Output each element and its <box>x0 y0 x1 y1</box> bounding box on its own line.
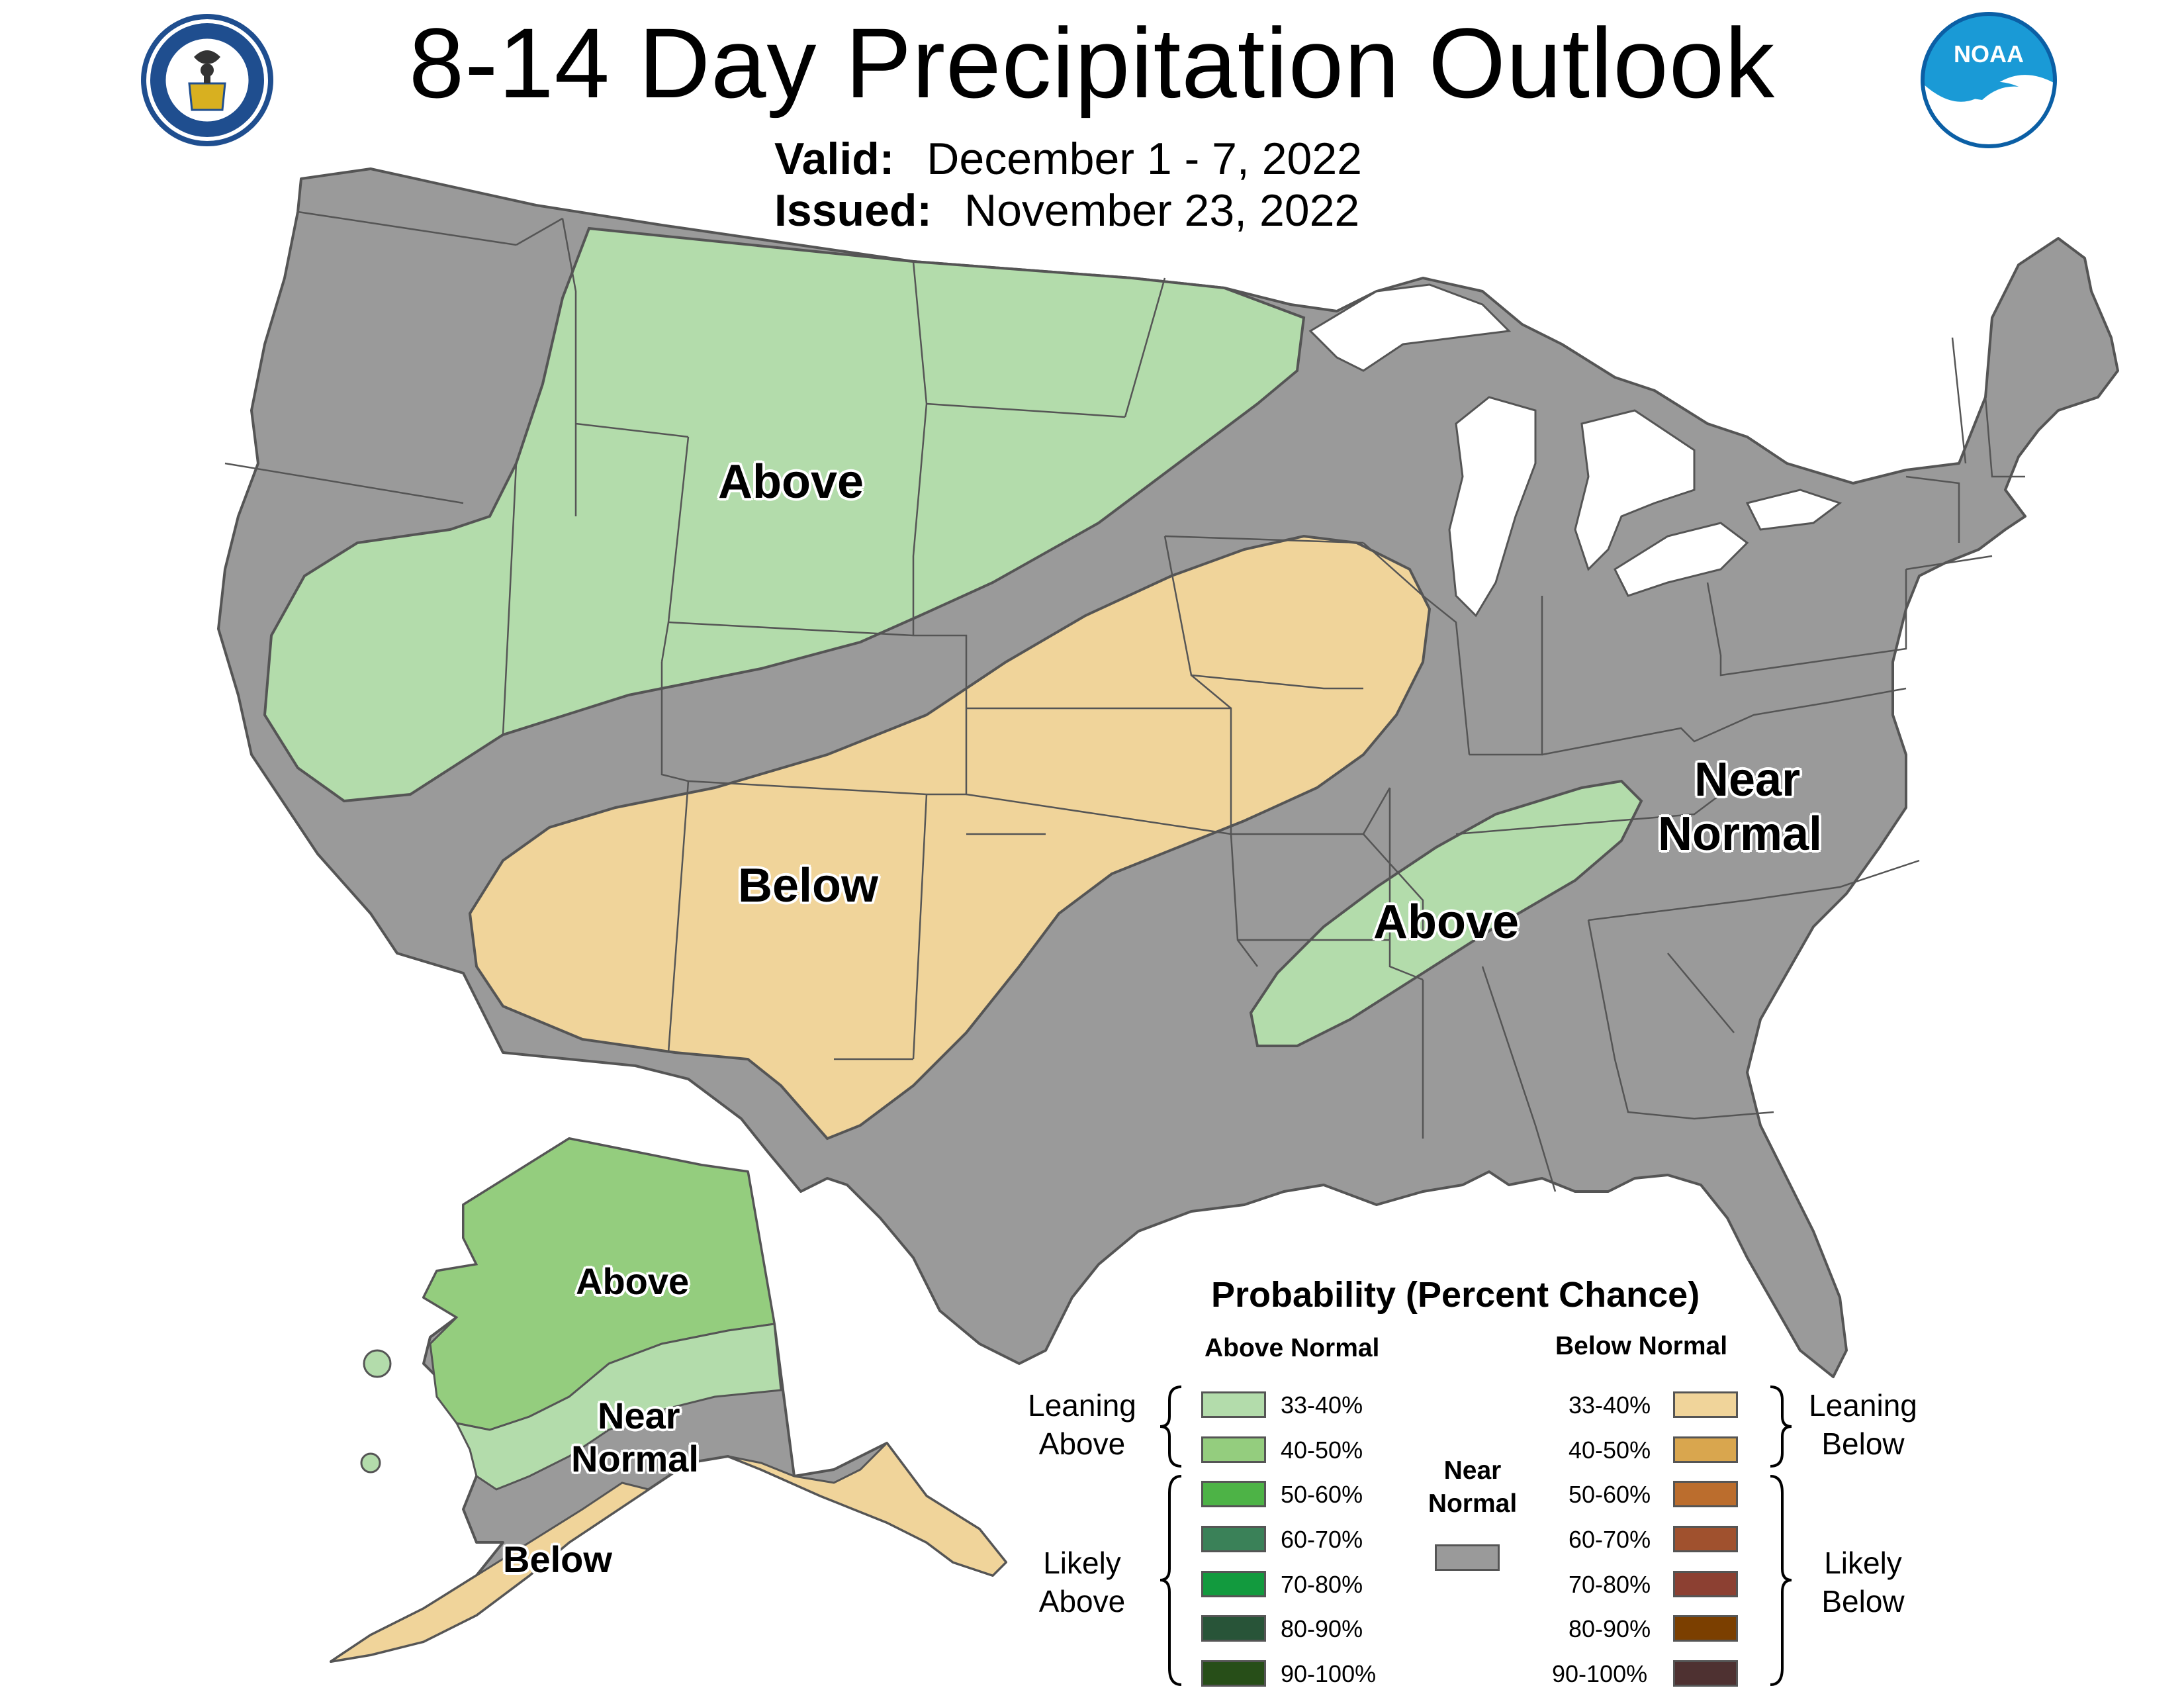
leaning-above-label-2: Above <box>1038 1427 1126 1461</box>
swatch-below-70-80 <box>1673 1571 1738 1597</box>
conus-near-normal-label-2: Normal <box>1658 808 1823 861</box>
leaning-below-brace <box>1770 1385 1792 1468</box>
conus-near-normal-label-1: Near <box>1694 753 1801 806</box>
above-row-label: 80-90% <box>1281 1615 1363 1642</box>
commerce-seal-logo <box>141 14 273 146</box>
page-title: 8-14 Day Precipitation Outlook <box>408 7 1776 118</box>
conus-below-area <box>468 534 1432 1141</box>
conus-above-north-label: Above <box>718 455 864 508</box>
swatch-above-80-90 <box>1201 1615 1266 1642</box>
noaa-logo-text: NOAA <box>1954 40 2024 68</box>
alaska-above-33-40-area <box>455 1323 782 1491</box>
above-row-label: 50-60% <box>1281 1481 1363 1508</box>
below-row-label: 33-40% <box>1569 1391 1651 1419</box>
above-row-label: 40-50% <box>1281 1436 1363 1464</box>
issued-row: Issued: November 23, 2022 <box>774 184 1359 237</box>
conus-above-southeast-label: Above <box>1373 896 1520 949</box>
likely-above-label-2: Above <box>1038 1584 1126 1618</box>
alaska-near-normal-label-1: Near <box>598 1395 680 1436</box>
leaning-above-brace <box>1160 1385 1182 1468</box>
valid-value: December 1 - 7, 2022 <box>927 134 1362 184</box>
likely-below-label-2: Below <box>1821 1584 1905 1618</box>
above-row-label: 33-40% <box>1281 1391 1363 1419</box>
great-lakes <box>1308 283 1843 618</box>
swatch-below-50-60 <box>1673 1481 1738 1507</box>
alaska-above-label: Above <box>576 1260 690 1302</box>
swatch-near-normal <box>1435 1544 1500 1571</box>
below-row-label: 70-80% <box>1569 1571 1651 1598</box>
alaska-below-area <box>330 1441 1008 1663</box>
legend-near-label-1: Near <box>1443 1456 1502 1485</box>
below-row-label: 50-60% <box>1569 1481 1651 1508</box>
swatch-above-60-70 <box>1201 1526 1266 1552</box>
legend-below-header: Below Normal <box>1555 1332 1728 1360</box>
swatch-below-80-90 <box>1673 1615 1738 1642</box>
likely-below-label-1: Likely <box>1824 1546 1902 1580</box>
likely-above-label-1: Likely <box>1043 1546 1121 1580</box>
likely-below-brace <box>1770 1475 1792 1686</box>
leaning-below-label-1: Leaning <box>1809 1388 1917 1423</box>
swatch-above-70-80 <box>1201 1571 1266 1597</box>
above-row-label: 70-80% <box>1281 1571 1363 1598</box>
swatch-above-33-40 <box>1201 1391 1266 1418</box>
likely-above-brace <box>1160 1475 1182 1686</box>
below-row-label: 60-70% <box>1569 1526 1651 1553</box>
leaning-above-label-1: Leaning <box>1028 1388 1136 1423</box>
swatch-below-33-40 <box>1673 1391 1738 1418</box>
below-row-label: 90-100% <box>1552 1660 1648 1687</box>
legend-title: Probability (Percent Chance) <box>1211 1275 1700 1315</box>
legend-near-label-2: Normal <box>1428 1489 1518 1518</box>
below-row-label: 40-50% <box>1569 1436 1651 1464</box>
conus-above-southeast-area <box>1249 779 1643 1047</box>
conus-above-north-area <box>263 226 1306 803</box>
valid-row: Valid: December 1 - 7, 2022 <box>774 132 1362 185</box>
leaning-below-label-2: Below <box>1821 1427 1905 1461</box>
alaska <box>330 1137 1008 1663</box>
valid-label: Valid: <box>774 134 895 184</box>
state-borders <box>224 211 2025 1192</box>
issued-value: November 23, 2022 <box>964 185 1360 236</box>
swatch-above-40-50 <box>1201 1436 1266 1463</box>
above-row-label: 60-70% <box>1281 1526 1363 1553</box>
conus-below-label: Below <box>738 859 879 912</box>
alaska-below-label: Below <box>503 1538 612 1580</box>
swatch-above-90-100 <box>1201 1660 1266 1687</box>
noaa-logo: NOAA <box>1921 12 2057 150</box>
swatch-below-90-100 <box>1673 1660 1738 1687</box>
swatch-above-50-60 <box>1201 1481 1266 1507</box>
above-row-label: 90-100% <box>1281 1660 1377 1687</box>
legend-above-header: Above Normal <box>1205 1334 1380 1362</box>
swatch-below-60-70 <box>1673 1526 1738 1552</box>
below-row-label: 80-90% <box>1569 1615 1651 1642</box>
swatch-below-40-50 <box>1673 1436 1738 1463</box>
alaska-near-normal-label-2: Normal <box>571 1438 699 1479</box>
issued-label: Issued: <box>774 185 933 236</box>
